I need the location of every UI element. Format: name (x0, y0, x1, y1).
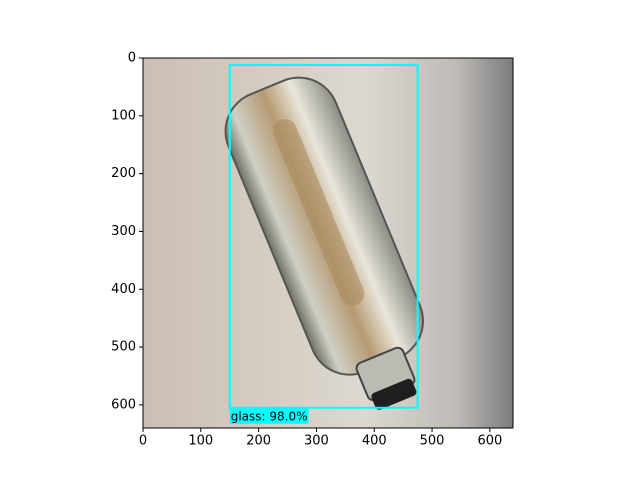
x-tick-label: 0 (139, 434, 147, 449)
y-tick-label: 100 (111, 108, 136, 123)
x-tick-label: 400 (362, 434, 387, 449)
label-background (229, 407, 309, 424)
y-tick-label: 600 (111, 397, 136, 412)
y-tick-label: 200 (111, 166, 136, 181)
bounding-box (228, 63, 419, 409)
x-tick-label: 500 (420, 434, 445, 449)
box-label: glass: 98.0% (231, 409, 308, 423)
y-tick-label: 300 (111, 224, 136, 239)
axes-frame (142, 57, 514, 429)
x-tick-label: 300 (304, 434, 329, 449)
y-tick-label: 400 (111, 282, 136, 297)
y-tick-label: 0 (128, 51, 136, 66)
photo (143, 58, 513, 428)
x-tick-label: 600 (477, 434, 502, 449)
x-tick-label: 100 (188, 434, 213, 449)
y-tick-label: 500 (111, 340, 136, 355)
x-tick-label: 200 (246, 434, 271, 449)
